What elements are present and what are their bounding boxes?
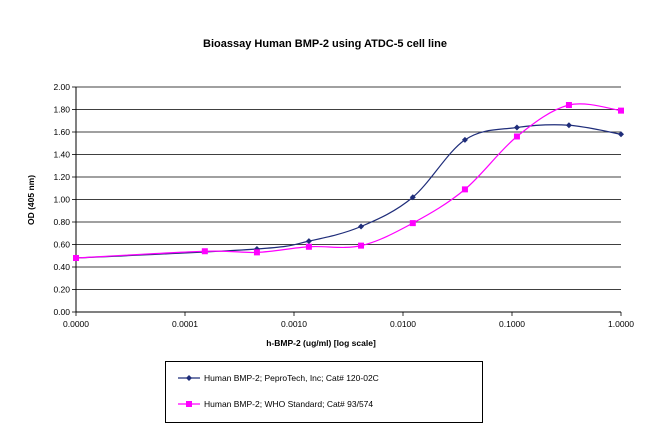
series-who-standard	[73, 102, 624, 261]
y-tick-label: 1.00	[53, 195, 70, 205]
legend-item-who: Human BMP-2; WHO Standard; Cat# 93/574	[178, 397, 373, 411]
legend-swatch-square-icon	[178, 399, 200, 409]
data-point	[513, 124, 520, 131]
series-line	[75, 103, 622, 259]
x-tick-labels: 0.0000 0.0001 0.0010 0.0100 0.1000 1.0000	[63, 319, 634, 329]
legend-label: Human BMP-2; PeproTech, Inc; Cat# 120-02…	[204, 373, 379, 383]
gridlines	[72, 86, 621, 313]
data-point	[305, 243, 312, 250]
y-tick-label: 0.40	[53, 262, 70, 272]
series	[73, 102, 624, 261]
data-point	[305, 238, 312, 245]
y-tick-label: 0.60	[53, 240, 70, 250]
series-peprotech	[73, 122, 624, 261]
data-point	[565, 122, 572, 129]
x-tick-label: 0.0100	[390, 319, 416, 329]
data-point	[618, 131, 624, 138]
series-line	[75, 124, 622, 259]
y-tick-label: 0.20	[53, 285, 70, 295]
x-tick-label: 0.0001	[172, 319, 198, 329]
data-point	[461, 186, 468, 193]
legend: Human BMP-2; PeproTech, Inc; Cat# 120-02…	[165, 361, 483, 423]
x-tick-label: 0.1000	[499, 319, 525, 329]
data-point	[73, 255, 79, 261]
data-point	[409, 220, 416, 227]
data-point	[409, 194, 416, 201]
axes	[75, 87, 622, 316]
data-point	[358, 223, 365, 230]
legend-label: Human BMP-2; WHO Standard; Cat# 93/574	[204, 399, 374, 409]
data-point	[461, 136, 468, 143]
data-point	[618, 107, 624, 114]
y-tick-label: 1.20	[53, 172, 70, 182]
x-tick-label: 1.0000	[608, 319, 634, 329]
x-axis-title: h-BMP-2 (ug/ml) [log scale]	[266, 338, 376, 348]
data-point	[513, 133, 520, 140]
y-tick-labels: 0.00 0.20 0.40 0.60 0.80 1.00 1.20 1.40 1.60 1.80…	[53, 82, 70, 317]
y-tick-label: 1.40	[53, 150, 70, 160]
x-tick-label: 0.0000	[63, 319, 89, 329]
legend-item-peprotech: Human BMP-2; PeproTech, Inc; Cat# 120-02…	[178, 371, 379, 385]
y-axis-title: OD (405 nm)	[26, 175, 36, 225]
y-tick-label: 1.80	[53, 105, 70, 115]
y-tick-label: 1.60	[53, 127, 70, 137]
data-point	[201, 248, 208, 255]
x-tick-label: 0.0010	[281, 319, 307, 329]
y-tick-label: 2.00	[53, 82, 70, 92]
chart-title: Bioassay Human BMP-2 using ATDC-5 cell l…	[203, 38, 447, 50]
y-tick-label: 0.80	[53, 217, 70, 227]
legend-swatch-diamond-icon	[178, 373, 200, 383]
y-tick-label: 0.00	[53, 307, 70, 317]
data-point	[358, 242, 365, 249]
data-point	[565, 102, 572, 108]
data-point	[253, 249, 260, 256]
